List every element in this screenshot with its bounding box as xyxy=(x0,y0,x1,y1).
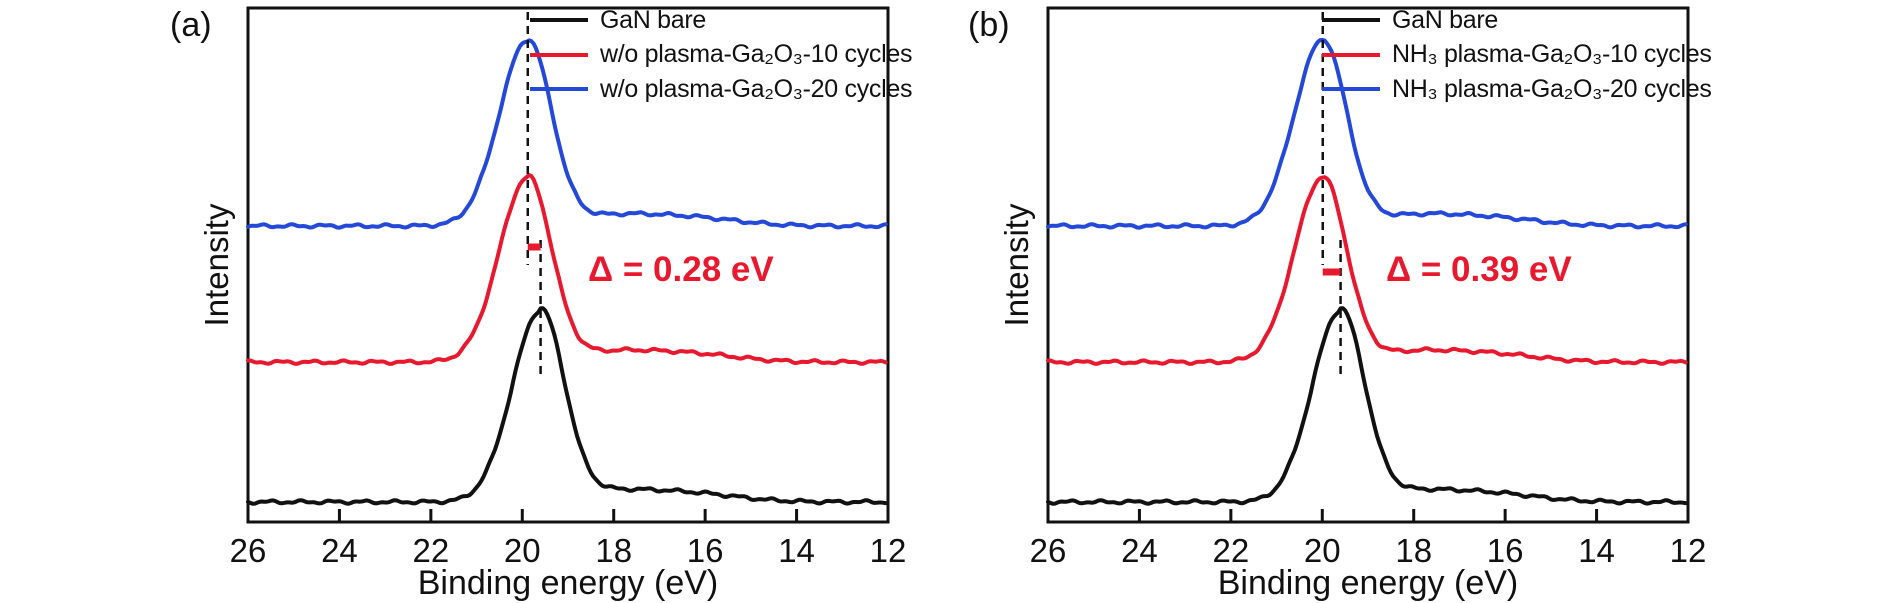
legend-line-swatch-blue xyxy=(530,87,588,92)
x-tick-label: 16 xyxy=(1487,532,1524,569)
spectrum-curve xyxy=(246,306,888,506)
legend-label: GaN bare xyxy=(600,5,706,34)
legend-row: NH₃ plasma-Ga₂O₃-10 cycles xyxy=(1322,38,1712,73)
x-tick-label: 14 xyxy=(778,532,815,569)
legend-row: w/o plasma-Ga₂O₃-20 cycles xyxy=(530,72,912,107)
x-tick-label: 24 xyxy=(1121,532,1158,569)
x-tick-label: 26 xyxy=(1030,532,1067,569)
x-tick-label: 18 xyxy=(1395,532,1432,569)
legend-row: w/o plasma-Ga₂O₃-10 cycles xyxy=(530,38,912,73)
legend-label: NH₃ plasma-Ga₂O₃-20 cycles xyxy=(1392,74,1712,103)
panel-a-shift-annotation: Δ = 0.28 eV xyxy=(588,250,774,289)
panel-b-x-axis-label: Binding energy (eV) xyxy=(1217,564,1519,602)
panel-a-y-axis-label: Intensity xyxy=(198,203,235,327)
panel-b-shift-annotation: Δ = 0.39 eV xyxy=(1386,250,1572,289)
legend-line-swatch-blue xyxy=(1322,87,1380,92)
panel-b-y-axis-label: Intensity xyxy=(998,203,1035,327)
plot-box xyxy=(1046,6,1690,524)
legend-row: NH₃ plasma-Ga₂O₃-20 cycles xyxy=(1322,72,1712,107)
x-tick-label: 18 xyxy=(595,532,632,569)
panel-b-legend: GaN bare NH₃ plasma-Ga₂O₃-10 cycles NH₃ … xyxy=(1322,3,1712,107)
spectrum-curve xyxy=(246,173,888,366)
spectrum-curve xyxy=(1046,306,1688,506)
x-tick-label: 12 xyxy=(870,532,907,569)
x-tick-label: 14 xyxy=(1578,532,1615,569)
panel-b-letter: (b) xyxy=(968,6,1010,44)
x-tick-label: 16 xyxy=(687,532,724,569)
panel-a-x-axis-label: Binding energy (eV) xyxy=(417,564,719,602)
x-tick-label: 22 xyxy=(1212,532,1249,569)
plot-box xyxy=(246,6,890,524)
legend-label: w/o plasma-Ga₂O₃-20 cycles xyxy=(600,74,913,103)
legend-row: GaN bare xyxy=(1322,3,1712,38)
legend-label: GaN bare xyxy=(1392,5,1498,34)
spectrum-curve xyxy=(1046,175,1688,366)
legend-label: w/o plasma-Ga₂O₃-10 cycles xyxy=(600,40,913,69)
legend-row: GaN bare xyxy=(530,3,912,38)
panel-a-legend: GaN bare w/o plasma-Ga₂O₃-10 cycles w/o … xyxy=(530,3,912,107)
panel-a-letter: (a) xyxy=(170,6,212,44)
x-tick-label: 20 xyxy=(1304,532,1341,569)
legend-line-swatch-red xyxy=(530,52,588,57)
legend-line-swatch-black xyxy=(1322,18,1380,23)
legend-line-swatch-red xyxy=(1322,52,1380,57)
legend-label: NH₃ plasma-Ga₂O₃-10 cycles xyxy=(1392,40,1712,69)
x-tick-label: 20 xyxy=(504,532,541,569)
spectrum-curve xyxy=(246,38,888,230)
x-tick-label: 24 xyxy=(321,532,358,569)
x-tick-label: 22 xyxy=(412,532,449,569)
legend-line-swatch-black xyxy=(530,18,588,23)
x-tick-label: 26 xyxy=(230,532,267,569)
spectrum-curve xyxy=(1046,38,1688,230)
x-tick-label: 12 xyxy=(1670,532,1707,569)
